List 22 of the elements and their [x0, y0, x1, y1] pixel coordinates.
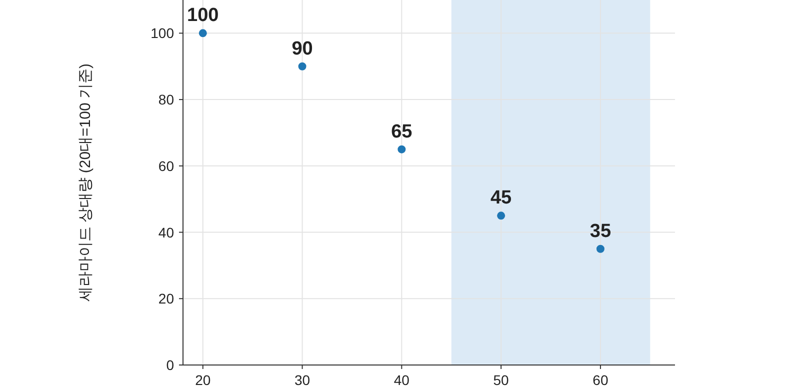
- data-label: 45: [490, 188, 512, 209]
- y-tick-label: 0: [166, 357, 174, 373]
- x-tick-label: 60: [592, 372, 608, 388]
- point: [198, 29, 207, 38]
- point: [497, 212, 506, 220]
- x-tick-label: 30: [294, 372, 310, 388]
- y-tick-label: 20: [158, 290, 174, 307]
- point: [596, 244, 604, 253]
- data-label: 90: [292, 38, 313, 60]
- y-tick-label: 100: [150, 25, 174, 42]
- x-tick-label: 20: [195, 372, 211, 388]
- x-tick-label: 50: [493, 372, 510, 388]
- point: [298, 62, 306, 70]
- data-label: 65: [391, 121, 413, 142]
- data-label: 35: [590, 220, 612, 242]
- y-tick-label: 80: [158, 92, 174, 108]
- data-label: 100: [187, 5, 219, 26]
- x-tick-label: 40: [394, 372, 410, 388]
- y-tick-label: 60: [158, 158, 174, 174]
- y-tick-label: 40: [158, 224, 174, 240]
- y-axis-title: 세라마이드 상대량 (20대=100 기준): [77, 64, 94, 302]
- point: [398, 145, 406, 154]
